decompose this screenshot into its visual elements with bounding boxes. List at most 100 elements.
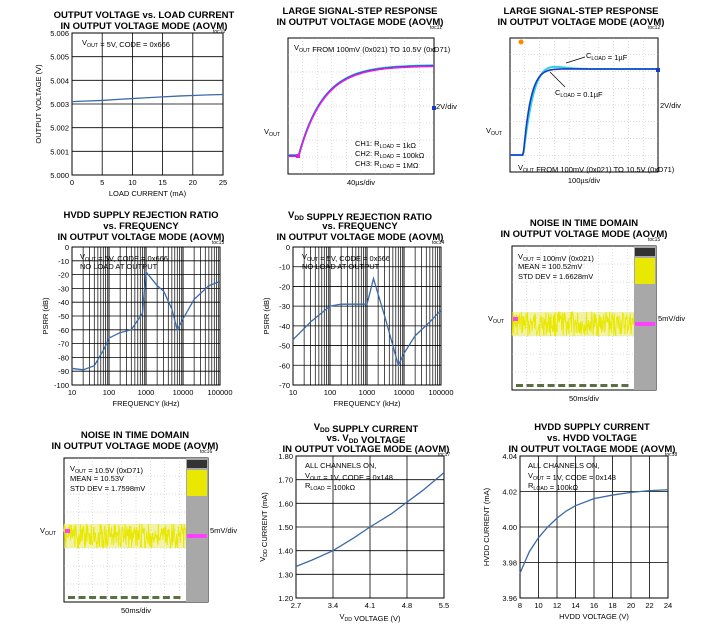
p4-series-line xyxy=(71,270,221,371)
p4-ytick: -80 xyxy=(58,353,69,362)
p7-bottom-tick xyxy=(173,596,181,599)
p7-side-marker xyxy=(187,534,207,538)
p9-xlabel: HVDD VOLTAGE (V) xyxy=(559,612,629,621)
p6-bottom-tick xyxy=(610,384,618,387)
p3-ylabel-right: 2V/div xyxy=(660,101,681,110)
p2-trigger-marker xyxy=(432,106,436,110)
p9-ytick: 3.98 xyxy=(502,559,517,568)
p3-xlabel: 100µs/div xyxy=(568,176,601,185)
p9-ytick: 4.04 xyxy=(502,452,517,461)
p4-plot: 10 100 1000 10000 100000 0 -10 -20 -30 -40 -50 -60 -… xyxy=(41,243,233,408)
p1-ytick: 5.001 xyxy=(50,147,69,156)
p4-ylabel: PSRR (dB) xyxy=(41,297,50,335)
p5-title-1: vs. FREQUENCY xyxy=(322,221,398,232)
p6-bottom-tick xyxy=(547,384,555,387)
p4-ytick: -20 xyxy=(58,271,69,280)
p3-toc: toc12 xyxy=(648,25,660,31)
p5-xlabel: FREQUENCY (kHz) xyxy=(334,399,401,408)
p9-ytick: 3.96 xyxy=(502,594,517,603)
p3-title-0: LARGE SIGNAL-STEP RESPONSE xyxy=(503,6,658,17)
p5-plot: 10 100 1000 10000 100000 0 -10 -20 -30 -40 -50 -60 -… xyxy=(262,243,454,408)
p9-xtick: 10 xyxy=(534,601,542,610)
p8-title-2: IN OUTPUT VOLTAGE MODE (AOVM) xyxy=(283,444,450,455)
p4-ytick: 0 xyxy=(65,243,69,252)
p7-toc: toc16 xyxy=(200,449,212,455)
p8-ytick: 1.50 xyxy=(278,523,293,532)
p5-ytick: -50 xyxy=(279,342,290,351)
p4-ytick: -70 xyxy=(58,340,69,349)
p6-bottom-tick xyxy=(537,384,545,387)
p2-annotation-3: CH3: RLOAD = 1MΩ xyxy=(355,159,419,170)
p1-xtick: 15 xyxy=(158,178,166,187)
p6-bottom-tick xyxy=(568,384,576,387)
p5-ytick: -20 xyxy=(279,282,290,291)
p8-ytick: 1.60 xyxy=(278,499,293,508)
p5-ytick: -60 xyxy=(279,361,290,370)
p1-annotation: VOUT = 5V, CODE = 0x666 xyxy=(82,38,170,49)
p6-bottom-tick xyxy=(516,384,523,387)
p3-annotation-0: CLOAD = 1µF xyxy=(586,51,628,62)
p1-ytick: 5.004 xyxy=(50,76,69,85)
p8-annotation-0: ALL CHANNELS ON, xyxy=(305,461,376,470)
p6-bottom-tick xyxy=(558,384,566,387)
p3-title-1: IN OUTPUT VOLTAGE MODE (AOVM) xyxy=(498,17,665,28)
p7-bottom-tick xyxy=(162,596,170,599)
p9-xtick: 22 xyxy=(645,601,653,610)
p4-xtick: 1000 xyxy=(138,388,155,397)
p1-title-1: IN OUTPUT VOLTAGE MODE (AOVM) xyxy=(61,21,228,32)
p5-xtick: 10000 xyxy=(394,388,415,397)
p6-bottom-tick xyxy=(589,384,597,387)
p1-ytick: 5.005 xyxy=(50,53,69,62)
p3-annotation-2: VOUT FROM 100mV (0x021) TO 10.5V (0xD71) xyxy=(518,163,675,174)
p9-annotation-2: RLOAD = 100kΩ xyxy=(528,481,579,492)
p3-trigger-marker xyxy=(656,68,660,72)
p8-title-0: VDD SUPPLY CURRENT xyxy=(314,422,419,435)
p7-bottom-tick xyxy=(110,596,118,599)
p9-title-1: vs. HVDD VOLTAGE xyxy=(547,433,637,444)
p6-side-readout xyxy=(635,258,655,284)
p5-ylabel: PSRR (dB) xyxy=(262,297,271,335)
p5-ytick: -30 xyxy=(279,302,290,311)
p1-xtick: 20 xyxy=(189,178,197,187)
p5-annotation-1: NO LOAD AT OUTPUT xyxy=(302,262,380,271)
p7-ylabel-right: 5mV/div xyxy=(210,526,237,535)
p1-xtick: 25 xyxy=(219,178,227,187)
p2-series-ch1 xyxy=(288,65,435,157)
p6-annotation-1: MEAN = 100.52mV xyxy=(518,262,582,271)
p7-bottom-tick xyxy=(120,596,128,599)
p2-xlabel: 40µs/div xyxy=(347,178,375,187)
p9-title-2: IN OUTPUT VOLTAGE MODE (AOVM) xyxy=(509,444,676,455)
p8-annotation-2: RLOAD = 100kΩ xyxy=(305,481,356,492)
p6-bottom-tick xyxy=(526,384,534,387)
p8-ytick: 1.70 xyxy=(278,476,293,485)
p9-xtick: 24 xyxy=(664,601,672,610)
p6-bottom-tick xyxy=(600,384,608,387)
p2-ylabel-right: 2V/div xyxy=(436,102,457,111)
p8-xtick: 5.5 xyxy=(439,601,449,610)
p5-xtick: 100000 xyxy=(428,388,453,397)
p5-xtick: 100 xyxy=(324,388,337,397)
p5-ytick: -70 xyxy=(279,381,290,390)
p9-ylabel: HVDD CURRENT (mA) xyxy=(482,487,491,566)
p7-annotation-2: STD DEV = 1.7598mV xyxy=(70,484,145,493)
p7-bottom-tick xyxy=(152,596,160,599)
p6-toc: toc15 xyxy=(648,237,660,243)
p1-ylabel: OUTPUT VOLTAGE (V) xyxy=(34,64,43,144)
p5-toc: toc14 xyxy=(432,240,444,246)
p1-xtick: 5 xyxy=(100,178,104,187)
p7-bottom-tick xyxy=(78,596,86,599)
p4-ytick: -50 xyxy=(58,312,69,321)
p8-xlabel: VDD VOLTAGE (V) xyxy=(339,612,401,623)
p8-xtick: 4.1 xyxy=(365,601,375,610)
p7-side-readout xyxy=(187,470,207,496)
p8-title-1: vs. VDD VOLTAGE xyxy=(327,433,406,446)
p1-plot: 0 5 10 15 20 25 5.000 5.001 5.002 5.003 5.004 5.005… xyxy=(34,29,227,198)
p4-ytick: -30 xyxy=(58,284,69,293)
p8-toc: toc17 xyxy=(438,452,450,458)
p1-ytick: 5.003 xyxy=(50,100,69,109)
p9-toc: toc18 xyxy=(665,452,677,458)
p1-toc: toc10 xyxy=(213,29,225,35)
p8-ytick: 1.30 xyxy=(278,570,293,579)
p9-xtick: 18 xyxy=(608,601,616,610)
